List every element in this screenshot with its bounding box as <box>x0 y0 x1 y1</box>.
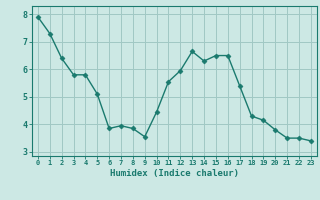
X-axis label: Humidex (Indice chaleur): Humidex (Indice chaleur) <box>110 169 239 178</box>
